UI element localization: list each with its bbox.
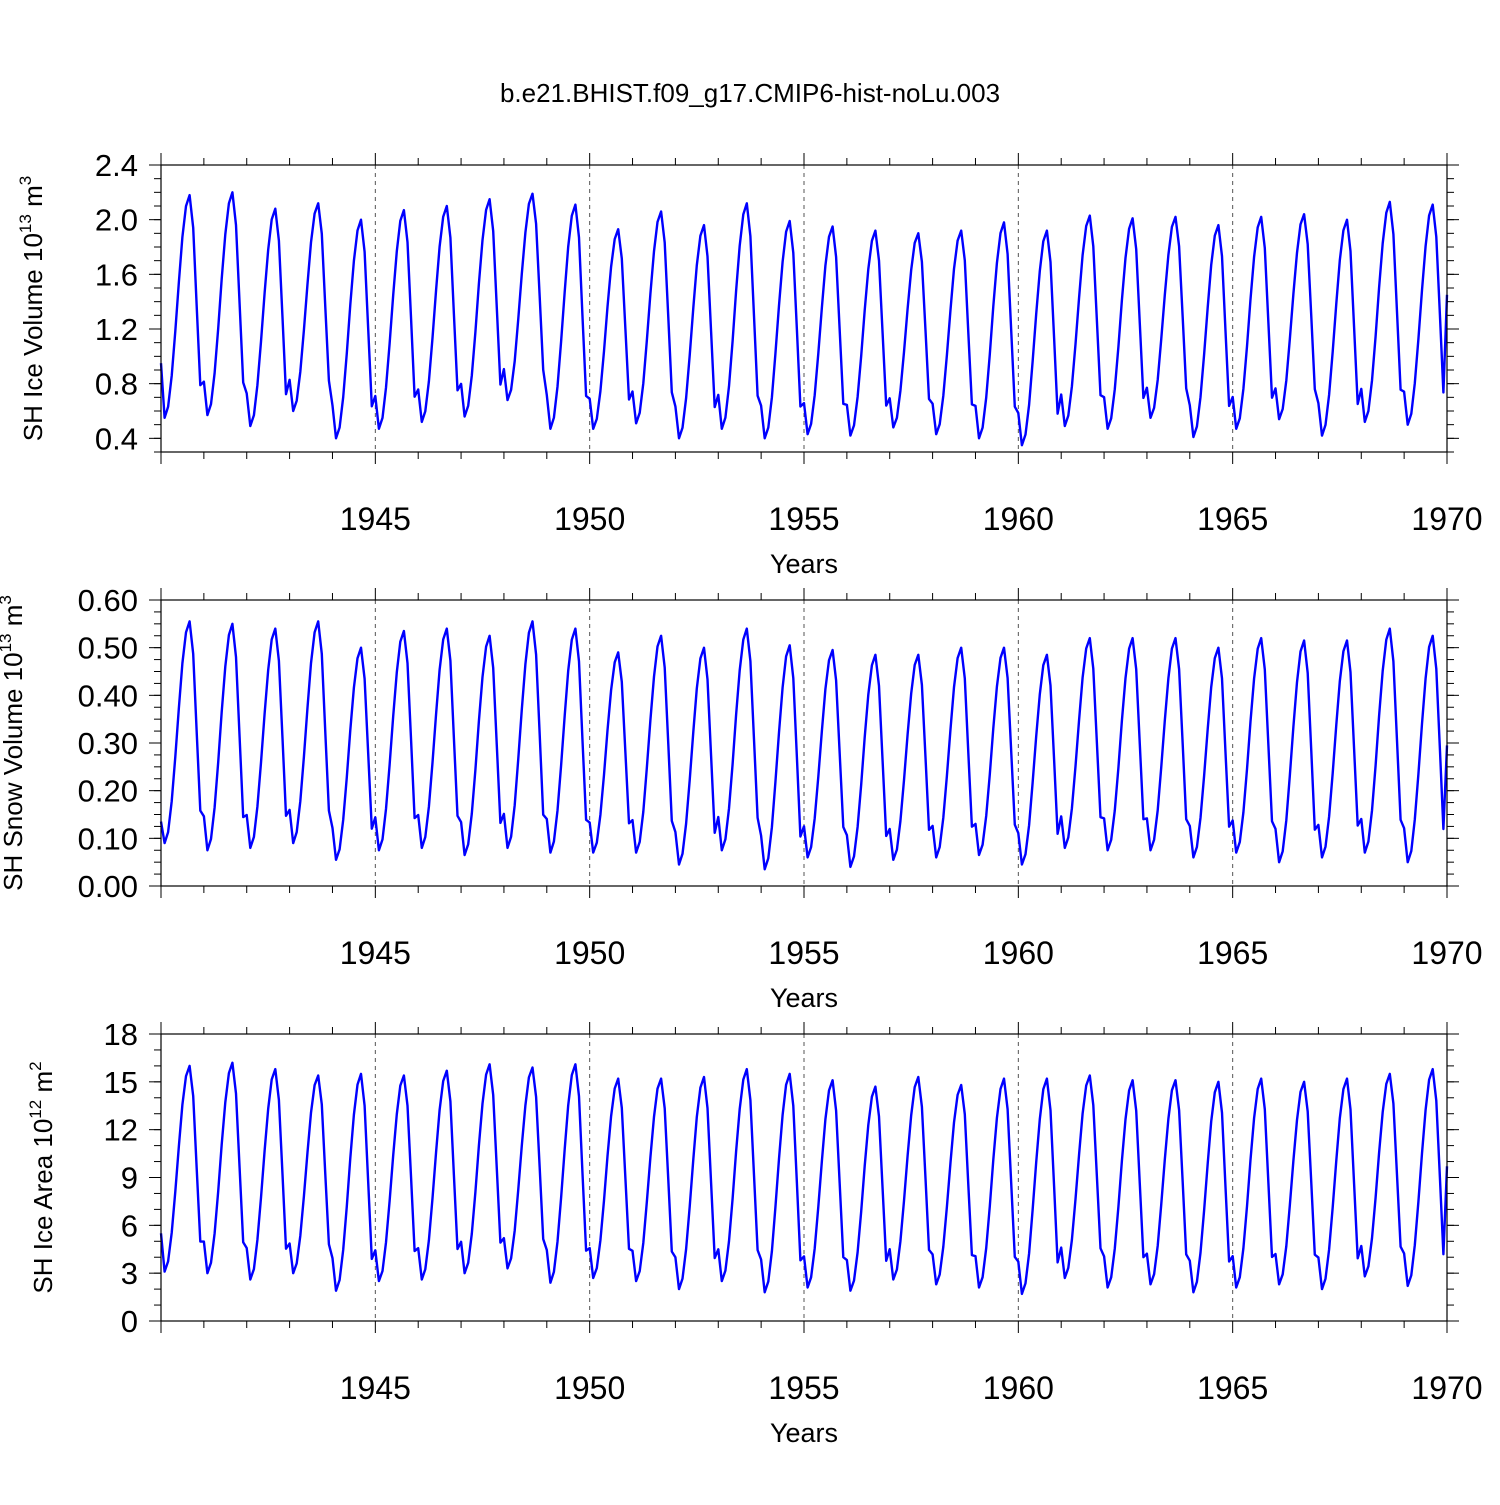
y-tick-label: 9 [121,1161,138,1196]
x-axis-label: Years [770,983,838,1013]
y-tick-label: 0.10 [78,821,138,856]
x-tick-label: 1955 [768,935,839,971]
x-axis-label: Years [770,1418,838,1448]
x-tick-label: 1950 [554,935,625,971]
x-tick-label: 1960 [983,1370,1054,1406]
x-tick-label: 1960 [983,935,1054,971]
x-tick-label: 1965 [1197,501,1268,537]
y-axis-label-unit-exponent: 2 [26,1061,45,1070]
y-axis-label-exponent: 13 [0,633,15,652]
y-tick-label: 0.8 [95,367,138,402]
x-tick-label: 1955 [768,1370,839,1406]
y-axis-label: SH Ice Area 1012 m2 [26,1061,58,1293]
x-tick-label: 1960 [983,501,1054,537]
y-tick-label: 0.50 [78,631,138,666]
series-line [159,1061,1449,1296]
series-line [159,191,1449,447]
y-axis-label-main: SH Snow Volume 10 [0,652,28,890]
x-tick-label: 1970 [1411,501,1482,537]
y-tick-label: 0.30 [78,726,138,761]
y-tick-label: 18 [104,1017,138,1052]
y-tick-label: 0.20 [78,774,138,809]
y-tick-label: 2.0 [95,203,138,238]
y-tick-label: 15 [104,1065,138,1100]
y-tick-label: 0.4 [95,421,138,456]
figure-title: b.e21.BHIST.f09_g17.CMIP6-hist-noLu.003 [500,78,1000,108]
y-tick-label: 6 [121,1208,138,1243]
panel-2: 1945 1950 1955 1960 1965 1970 Years 0.00 0.10 0.2… [0,583,1483,1013]
x-tick-label: 1965 [1197,1370,1268,1406]
y-tick-label: 0.60 [78,583,138,618]
y-tick-label: 0 [121,1304,138,1339]
series-line [159,620,1449,871]
x-tick-label: 1965 [1197,935,1268,971]
y-axis-label-main: SH Ice Area 10 [28,1119,58,1294]
y-axis-label-unit: m [0,605,28,634]
x-tick-label: 1945 [340,501,411,537]
y-axis-label-unit-exponent: 3 [16,176,35,185]
y-tick-label: 0.40 [78,678,138,713]
y-axis-label-unit: m [28,1071,58,1100]
x-tick-label: 1945 [340,1370,411,1406]
x-tick-label: 1945 [340,935,411,971]
y-tick-label: 1.2 [95,312,138,347]
x-tick-label: 1970 [1411,1370,1482,1406]
y-axis-label-exponent: 12 [26,1100,45,1119]
panel-1: 1945 1950 1955 1960 1965 1970 Years 0.4 0.8 1.2 1.… [16,148,1483,579]
x-tick-label: 1955 [768,501,839,537]
y-axis-label-exponent: 13 [16,214,35,233]
y-tick-label: 2.4 [95,148,138,183]
y-tick-label: 1.6 [95,257,138,292]
y-axis-label: SH Snow Volume 1013 m3 [0,595,28,891]
y-axis-label-unit: m [18,185,48,214]
y-axis-label-unit-exponent: 3 [0,595,15,604]
x-axis-label: Years [770,549,838,579]
panel-3: 1945 1950 1955 1960 1965 1970 Years 0 3 6 9 12 15 18 S… [26,1017,1483,1448]
y-tick-label: 0.00 [78,869,138,904]
y-tick-label: 3 [121,1256,138,1291]
x-tick-label: 1970 [1411,935,1482,971]
y-tick-label: 12 [104,1113,138,1148]
x-tick-label: 1950 [554,1370,625,1406]
x-tick-label: 1950 [554,501,625,537]
y-axis-label: SH Ice Volume 1013 m3 [16,176,48,441]
y-axis-label-main: SH Ice Volume 10 [18,233,48,441]
